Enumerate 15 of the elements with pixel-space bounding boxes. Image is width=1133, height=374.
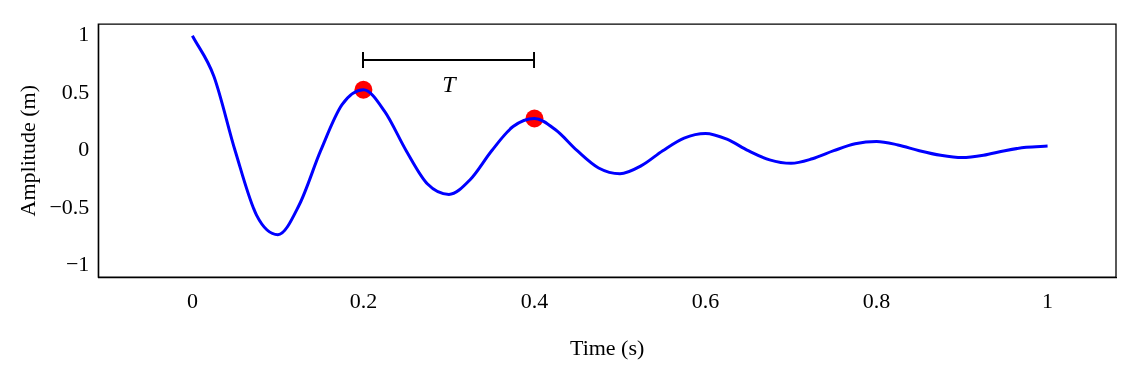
y-tick-label: 1 bbox=[78, 21, 90, 47]
x-tick-label: 0 bbox=[186, 288, 198, 314]
x-tick-label: 0.4 bbox=[520, 288, 549, 314]
y-tick-label: 0 bbox=[78, 136, 90, 162]
y-tick-label: −0.5 bbox=[49, 193, 90, 219]
y-tick-label: 0.5 bbox=[61, 78, 90, 104]
x-tick-label: 0.2 bbox=[349, 288, 378, 314]
y-axis-title: Amplitude (m) bbox=[14, 85, 40, 217]
x-tick-label: 0.6 bbox=[691, 288, 720, 314]
annotation: T bbox=[442, 71, 458, 98]
line-series bbox=[190, 34, 1050, 237]
x-axis-title: Time (s) bbox=[569, 334, 645, 360]
x-tick-label: 0.8 bbox=[862, 288, 891, 314]
y-tick-label: −1 bbox=[65, 251, 90, 277]
x-tick-label: 1 bbox=[1042, 288, 1054, 314]
